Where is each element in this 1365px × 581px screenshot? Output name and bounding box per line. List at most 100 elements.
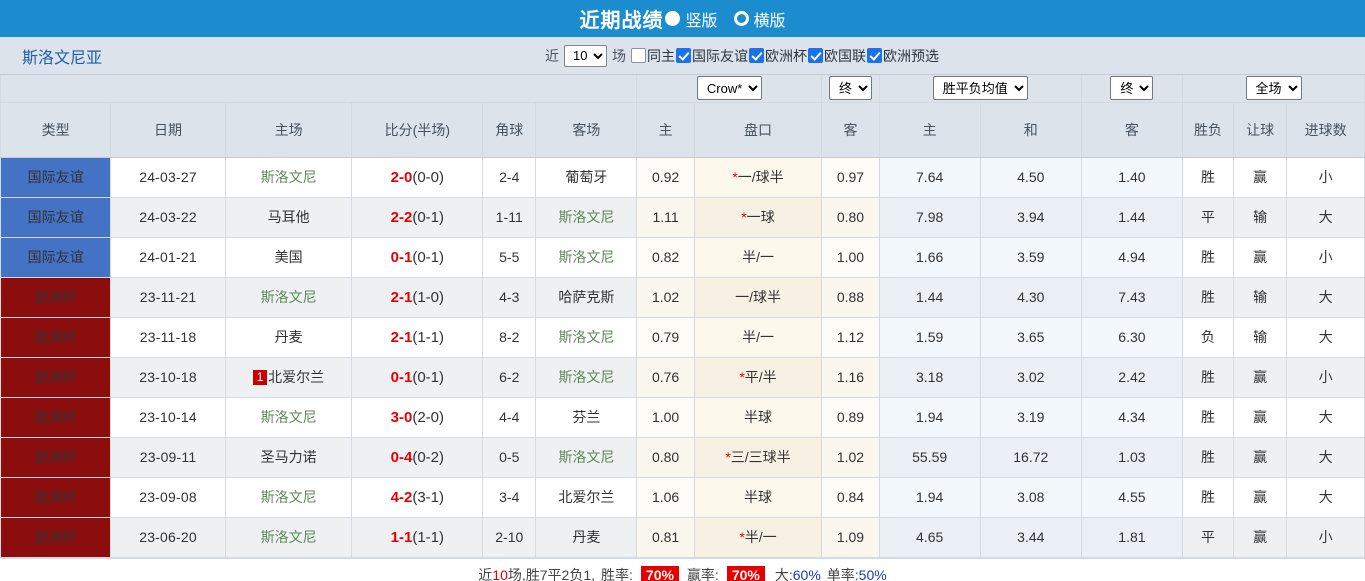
cell-score[interactable]: 3-0(2-0)	[351, 396, 484, 438]
cell-away-team[interactable]: 斯洛文尼	[535, 196, 638, 238]
checkbox-nations-league[interactable]	[808, 48, 823, 63]
header-handicap-result[interactable]: 让球	[1233, 101, 1288, 158]
cell-handicap-odd-away: 0.84	[821, 476, 880, 518]
checkbox-same-home[interactable]	[631, 48, 646, 63]
scope-select[interactable]: 全场	[1245, 76, 1302, 101]
cell-score[interactable]: 1-1(1-1)	[351, 516, 484, 558]
table-row[interactable]: 欧洲杯 23-10-14 斯洛文尼 3-0(2-0) 4-4 芬兰 1.00 半球 0.89 1.…	[0, 396, 1365, 438]
cell-away-team[interactable]: 斯洛文尼	[535, 436, 638, 478]
header-handicap-home[interactable]: 主	[636, 101, 695, 158]
view-mode-option-vertical[interactable]: 竖版	[665, 7, 727, 31]
cell-away-team[interactable]: 斯洛文尼	[535, 316, 638, 358]
cell-match-type[interactable]: 国际友谊	[0, 196, 112, 238]
table-row[interactable]: 欧洲杯 23-10-18 1 北爱尔兰 0-1(0-1) 6-2 斯洛文尼 0.76 *平/半 1…	[0, 356, 1365, 398]
header-date[interactable]: 日期	[110, 101, 226, 158]
header-type[interactable]: 类型	[0, 101, 112, 158]
table-row[interactable]: 欧洲杯 23-11-18 丹麦 2-1(1-1) 8-2 斯洛文尼 0.79 半/一 1.12 1…	[0, 316, 1365, 358]
cell-odds-win: 4.65	[878, 516, 981, 558]
header-corner[interactable]: 角球	[482, 101, 537, 158]
checkbox-euro-cup[interactable]	[749, 48, 764, 63]
cell-handicap-odd-away: 0.80	[821, 196, 880, 238]
header-score[interactable]: 比分(半场)	[351, 101, 484, 158]
cell-home-team[interactable]: 1 北爱尔兰	[224, 356, 353, 398]
table-row[interactable]: 欧洲杯 23-06-20 斯洛文尼 1-1(1-1) 2-10 丹麦 0.81 *半/一 1.0…	[0, 516, 1365, 558]
cell-score[interactable]: 2-1(1-0)	[351, 276, 484, 318]
table-row[interactable]: 国际友谊 24-01-21 美国 0-1(0-1) 5-5 斯洛文尼 0.82 半/一 1.00…	[0, 236, 1365, 278]
cell-match-type[interactable]: 欧洲杯	[0, 476, 112, 518]
odds-stage-select[interactable]: 终	[828, 76, 872, 101]
cell-away-team[interactable]: 北爱尔兰	[535, 476, 638, 518]
header-away[interactable]: 客场	[535, 101, 638, 158]
cell-home-team[interactable]: 丹麦	[224, 316, 353, 358]
cell-odds-draw: 4.30	[979, 276, 1082, 318]
table-row[interactable]: 国际友谊 24-03-22 马耳他 2-2(0-1) 1-11 斯洛文尼 1.11 *一球 0.…	[0, 196, 1365, 238]
header-handicap-away[interactable]: 客	[821, 101, 880, 158]
cell-home-team[interactable]: 斯洛文尼	[224, 476, 353, 518]
home-team-name: 斯洛文尼	[260, 409, 317, 425]
view-mode-option-horizontal[interactable]: 横版	[733, 7, 786, 31]
cell-match-type[interactable]: 欧洲杯	[0, 356, 112, 398]
cell-away-team[interactable]: 芬兰	[535, 396, 638, 438]
cell-odds-lose: 1.40	[1080, 156, 1184, 198]
cell-home-team[interactable]: 圣马力诺	[224, 436, 353, 478]
cell-handicap-result: 输	[1233, 316, 1288, 358]
cell-home-team[interactable]: 斯洛文尼	[224, 516, 353, 558]
cell-date: 24-01-21	[110, 236, 226, 278]
cell-home-team[interactable]: 美国	[224, 236, 353, 278]
table-row[interactable]: 欧洲杯 23-09-08 斯洛文尼 4-2(3-1) 3-4 北爱尔兰 1.06 半球 0.84…	[0, 476, 1365, 518]
header-odds-draw[interactable]: 和	[979, 101, 1082, 158]
cell-home-team[interactable]: 斯洛文尼	[224, 156, 353, 198]
header-handicap[interactable]: 盘口	[693, 101, 823, 158]
cell-home-team[interactable]: 马耳他	[224, 196, 353, 238]
cell-away-team[interactable]: 丹麦	[535, 516, 638, 558]
header-result[interactable]: 胜负	[1181, 101, 1235, 158]
header-odds-lose[interactable]: 客	[1080, 101, 1184, 158]
cell-match-type[interactable]: 国际友谊	[0, 236, 112, 278]
cell-score[interactable]: 2-1(1-1)	[351, 316, 484, 358]
cell-corner: 4-4	[482, 396, 537, 438]
odds-type-select[interactable]: 胜平负均值	[932, 76, 1028, 101]
checkbox-friendly[interactable]	[676, 48, 691, 63]
home-team-name: 斯洛文尼	[260, 489, 317, 505]
cell-match-type[interactable]: 欧洲杯	[0, 436, 112, 478]
radio-hollow-icon[interactable]	[733, 11, 749, 26]
cell-match-type[interactable]: 欧洲杯	[0, 396, 112, 438]
cell-away-team[interactable]: 葡萄牙	[535, 156, 638, 198]
recent-count-select[interactable]: 10	[564, 44, 607, 67]
table-row[interactable]: 国际友谊 24-03-27 斯洛文尼 2-0(0-0) 2-4 葡萄牙 0.92 *一/球半 0…	[0, 156, 1365, 198]
table-row[interactable]: 欧洲杯 23-11-21 斯洛文尼 2-1(1-0) 4-3 哈萨克斯 1.02 一/球半 0.…	[0, 276, 1365, 318]
bookmaker-select[interactable]: Crow*	[696, 76, 762, 101]
cell-match-type[interactable]: 欧洲杯	[0, 316, 112, 358]
cell-score[interactable]: 2-0(0-0)	[351, 156, 484, 198]
cell-away-team[interactable]: 斯洛文尼	[535, 236, 638, 278]
cell-home-team[interactable]: 斯洛文尼	[224, 396, 353, 438]
checkbox-euro-qualifier[interactable]	[867, 48, 882, 63]
cell-score[interactable]: 0-1(0-1)	[351, 356, 484, 398]
cell-score[interactable]: 2-2(0-1)	[351, 196, 484, 238]
radio-filled-icon[interactable]	[665, 11, 681, 26]
score-halftime: (3-1)	[412, 488, 444, 506]
score-fulltime: 2-1	[390, 328, 413, 346]
cell-handicap: *一/球半	[693, 156, 823, 198]
cell-score[interactable]: 0-1(0-1)	[351, 236, 484, 278]
cell-odds-draw: 3.44	[979, 516, 1082, 558]
cell-score[interactable]: 4-2(3-1)	[351, 476, 484, 518]
cell-goals: 大	[1286, 436, 1365, 478]
cell-score[interactable]: 0-4(0-2)	[351, 436, 484, 478]
header-home[interactable]: 主场	[224, 101, 353, 158]
cell-match-type[interactable]: 欧洲杯	[0, 276, 112, 318]
header-odds-win[interactable]: 主	[878, 101, 981, 158]
cell-handicap: *半/一	[693, 516, 823, 558]
cell-away-team[interactable]: 哈萨克斯	[535, 276, 638, 318]
odds-stage2-select[interactable]: 终	[1110, 76, 1154, 101]
away-team-name: 葡萄牙	[565, 169, 608, 185]
cell-match-type[interactable]: 国际友谊	[0, 156, 112, 198]
home-team-name: 斯洛文尼	[260, 169, 317, 185]
cell-home-team[interactable]: 斯洛文尼	[224, 276, 353, 318]
recent-prefix-label: 近	[545, 47, 559, 64]
cell-match-type[interactable]: 欧洲杯	[0, 516, 112, 558]
checkbox-label-euro-qualifier: 欧洲预选	[883, 47, 939, 64]
table-row[interactable]: 欧洲杯 23-09-11 圣马力诺 0-4(0-2) 0-5 斯洛文尼 0.80 *三/三球半…	[0, 436, 1365, 478]
header-goals[interactable]: 进球数	[1286, 101, 1365, 158]
cell-away-team[interactable]: 斯洛文尼	[535, 356, 638, 398]
